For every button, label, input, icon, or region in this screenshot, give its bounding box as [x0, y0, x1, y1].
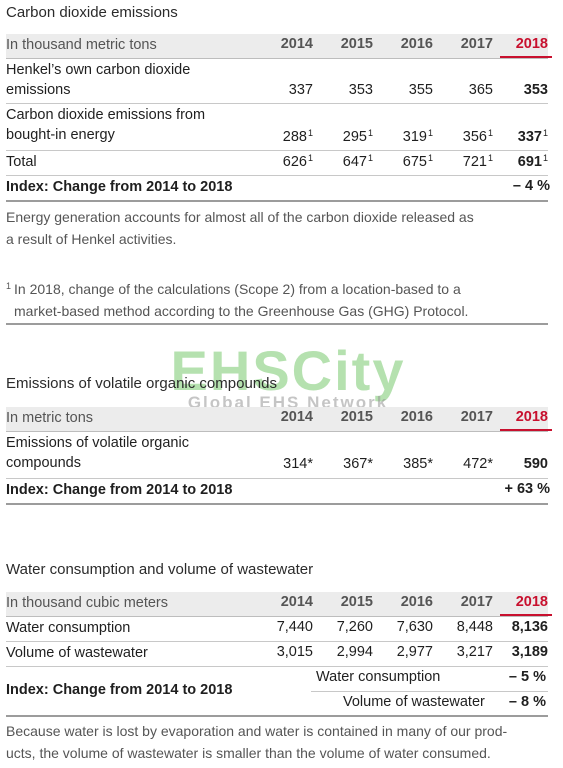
cell: 6751 — [402, 153, 433, 170]
cell: 472* — [463, 456, 493, 472]
voc-section-title: Emissions of volatile organic compounds — [6, 375, 277, 392]
cell: 6911 — [517, 153, 548, 170]
cell: 7211 — [462, 153, 493, 170]
cell: 2,977 — [396, 644, 433, 660]
highlight-underline — [500, 429, 552, 431]
year-2016: 2016 — [400, 594, 433, 610]
year-2014: 2014 — [280, 594, 313, 610]
water-paragraph: Because water is lost by evaporation and… — [6, 723, 508, 761]
index-sub-label: Water consumption — [316, 669, 441, 685]
year-2018: 2018 — [515, 594, 548, 610]
water-unit-label: In thousand cubic meters — [6, 595, 169, 611]
index-row: Index: Change from 2014 to 2018 + 63 % — [6, 479, 550, 505]
cell: 3,189 — [511, 644, 548, 660]
index-label: Index: Change from 2014 to 2018 — [6, 179, 233, 195]
year-2014: 2014 — [280, 36, 313, 52]
co2-table-header: In thousand metric tons 2014 2015 2016 2… — [6, 34, 552, 59]
index-sub-label: Volume of wastewater — [343, 694, 485, 710]
cell: 365 — [468, 82, 493, 98]
cell: 337 — [288, 82, 313, 98]
highlight-underline — [500, 56, 552, 58]
water-table: In thousand cubic meters 2014 2015 2016 … — [6, 592, 552, 717]
cell: 385* — [403, 456, 433, 472]
table-row: Total 6261 6471 6751 7211 6911 — [6, 151, 548, 176]
year-2017: 2017 — [460, 594, 493, 610]
cell: 8,136 — [511, 619, 548, 635]
year-2015: 2015 — [340, 409, 373, 425]
table-row: Carbon dioxide emissions from bought-in e… — [6, 104, 548, 151]
year-2016: 2016 — [400, 409, 433, 425]
row-label: Henkel’s own carbon dioxide emissions — [6, 62, 191, 98]
index-value: + 63 % — [504, 481, 550, 497]
cell: 3371 — [517, 128, 548, 145]
water-section-title: Water consumption and volume of wastewat… — [6, 561, 314, 578]
cell: 367* — [343, 456, 373, 472]
cell: 355 — [408, 82, 433, 98]
index-sub-value: – 8 % — [508, 694, 546, 710]
row-label: Emissions of volatile organic compounds — [6, 435, 189, 471]
cell: 353 — [523, 82, 548, 98]
cell: 314* — [283, 456, 313, 472]
year-2018: 2018 — [515, 409, 548, 425]
row-label: Volume of wastewater — [6, 645, 148, 661]
cell: 3,015 — [276, 644, 313, 660]
year-2017: 2017 — [460, 36, 493, 52]
year-2018: 2018 — [515, 36, 548, 52]
highlight-underline — [500, 614, 552, 616]
index-value: – 4 % — [512, 178, 550, 194]
row-label: Water consumption — [6, 620, 131, 636]
cell: 3191 — [402, 128, 433, 145]
cell: 2951 — [342, 128, 373, 145]
row-label: Carbon dioxide emissions from bought-in e… — [6, 107, 206, 143]
index-label: Index: Change from 2014 to 2018 — [6, 482, 233, 498]
water-table-header: In thousand cubic meters 2014 2015 2016 … — [6, 592, 552, 617]
year-2016: 2016 — [400, 36, 433, 52]
index-row: Index: Change from 2014 to 2018 Water co… — [6, 667, 548, 717]
cell: 353 — [348, 82, 373, 98]
year-2015: 2015 — [340, 594, 373, 610]
section-divider — [6, 323, 548, 325]
table-row: Volume of wastewater 3,015 2,994 2,977 3… — [6, 642, 548, 667]
index-subrow: Water consumption – 5 % — [311, 667, 548, 692]
cell: 3561 — [462, 128, 493, 145]
voc-unit-label: In metric tons — [6, 410, 94, 426]
index-row: Index: Change from 2014 to 2018 – 4 % — [6, 176, 550, 202]
cell: 590 — [523, 456, 548, 472]
voc-table: In metric tons 2014 2015 2016 2017 2018 … — [6, 407, 552, 505]
cell: 2881 — [282, 128, 313, 145]
cell: 2,994 — [336, 644, 373, 660]
cell: 7,260 — [336, 619, 373, 635]
cell: 6261 — [282, 153, 313, 170]
voc-table-header: In metric tons 2014 2015 2016 2017 2018 — [6, 407, 552, 432]
co2-table: In thousand metric tons 2014 2015 2016 2… — [6, 34, 552, 202]
year-2014: 2014 — [280, 409, 313, 425]
co2-unit-label: In thousand metric tons — [6, 37, 157, 53]
table-row: Henkel’s own carbon dioxide emissions 337… — [6, 59, 548, 104]
table-row: Water consumption 7,440 7,260 7,630 8,44… — [6, 617, 548, 642]
co2-section-title: Carbon dioxide emissions — [6, 4, 178, 21]
co2-paragraph: Energy generation accounts for almost al… — [6, 209, 474, 247]
table-row: Emissions of volatile organic compounds 3… — [6, 432, 548, 479]
index-label: Index: Change from 2014 to 2018 — [6, 682, 233, 698]
year-2015: 2015 — [340, 36, 373, 52]
cell: 7,630 — [396, 619, 433, 635]
cell: 3,217 — [456, 644, 493, 660]
index-subrow: Volume of wastewater – 8 % — [311, 691, 548, 715]
index-sub-value: – 5 % — [508, 669, 546, 685]
cell: 8,448 — [456, 619, 493, 635]
row-label: Total — [6, 154, 37, 170]
year-2017: 2017 — [460, 409, 493, 425]
cell: 7,440 — [276, 619, 313, 635]
cell: 6471 — [342, 153, 373, 170]
footnote: 1 In 2018, change of the calculations (Sc… — [6, 281, 469, 319]
